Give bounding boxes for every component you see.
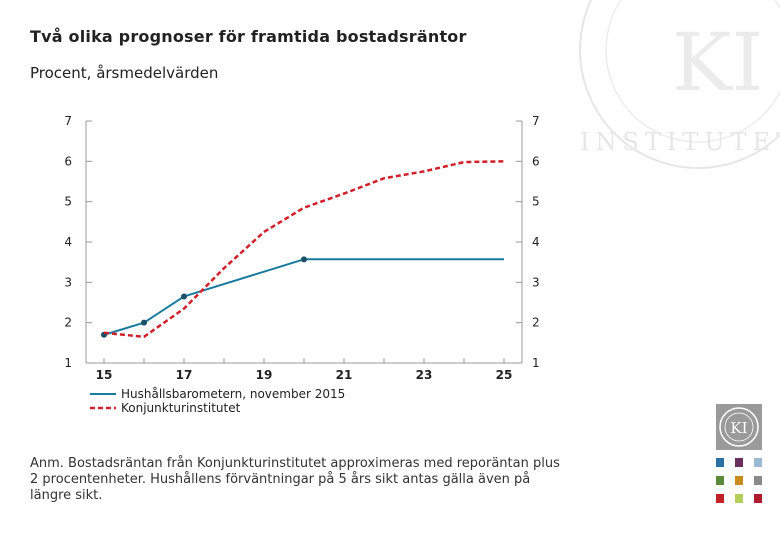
- x-tick-label: 21: [336, 368, 353, 382]
- x-tick-label: 15: [96, 368, 113, 382]
- chart-title: Två olika prognoser för framtida bostads…: [30, 27, 467, 46]
- y-tick-label-left: 4: [64, 235, 72, 249]
- y-tick-label-left: 3: [64, 275, 72, 289]
- legend-label: Konjunkturinstitutet: [121, 401, 241, 415]
- ki-logo: KI: [716, 404, 762, 450]
- x-tick-label: 25: [496, 368, 513, 382]
- ki-watermark-seal: KI INSTITUTET: [579, 0, 780, 169]
- swatch-lightblue: [754, 458, 762, 467]
- logo-letters: KI: [730, 419, 747, 437]
- data-point-marker: [141, 319, 147, 326]
- x-tick-label: 23: [416, 368, 433, 382]
- data-point-marker: [181, 293, 187, 300]
- chart-subtitle: Procent, årsmedelvärden: [30, 64, 219, 82]
- y-tick-label-left: 7: [64, 114, 72, 128]
- legend-label: Hushållsbarometern, november 2015: [121, 387, 345, 401]
- data-point-marker: [301, 256, 307, 263]
- ki-logo-seal-icon: KI: [719, 407, 759, 447]
- y-tick-label-left: 6: [64, 154, 72, 168]
- chart-axes: 1 12 23 34 45 56 67 715 17 19 21 23 25: [64, 114, 539, 382]
- chart-note: Anm. Bostadsräntan från Konjunkturinstit…: [30, 456, 560, 503]
- x-tick-label: 19: [256, 368, 273, 382]
- y-tick-label-left: 1: [64, 356, 72, 370]
- chart-legend: Hushållsbarometern, november 2015Konjunk…: [90, 387, 345, 415]
- y-tick-label-right: 2: [532, 316, 540, 330]
- swatch-lime: [735, 494, 743, 503]
- series-line-ki: [103, 160, 505, 339]
- y-tick-label-left: 5: [64, 195, 72, 209]
- swatch-blue: [716, 458, 724, 467]
- color-swatch-grid: [716, 458, 766, 504]
- y-tick-label-right: 1: [532, 356, 540, 370]
- swatch-darkred: [754, 494, 762, 503]
- y-tick-label-left: 2: [64, 316, 72, 330]
- watermark-letters: KI: [672, 16, 763, 109]
- y-tick-label-right: 7: [532, 114, 540, 128]
- swatch-orange: [735, 476, 743, 485]
- y-tick-label-right: 5: [532, 195, 540, 209]
- swatch-red: [716, 494, 724, 503]
- y-tick-label-right: 4: [532, 235, 540, 249]
- watermark-ring-text: INSTITUTET: [580, 128, 780, 156]
- y-tick-label-right: 3: [532, 275, 540, 289]
- y-tick-label-right: 6: [532, 154, 540, 168]
- chart-series: [101, 160, 505, 339]
- swatch-grey: [754, 476, 762, 485]
- swatch-purple: [735, 458, 743, 467]
- x-tick-label: 17: [176, 368, 193, 382]
- swatch-green: [716, 476, 724, 485]
